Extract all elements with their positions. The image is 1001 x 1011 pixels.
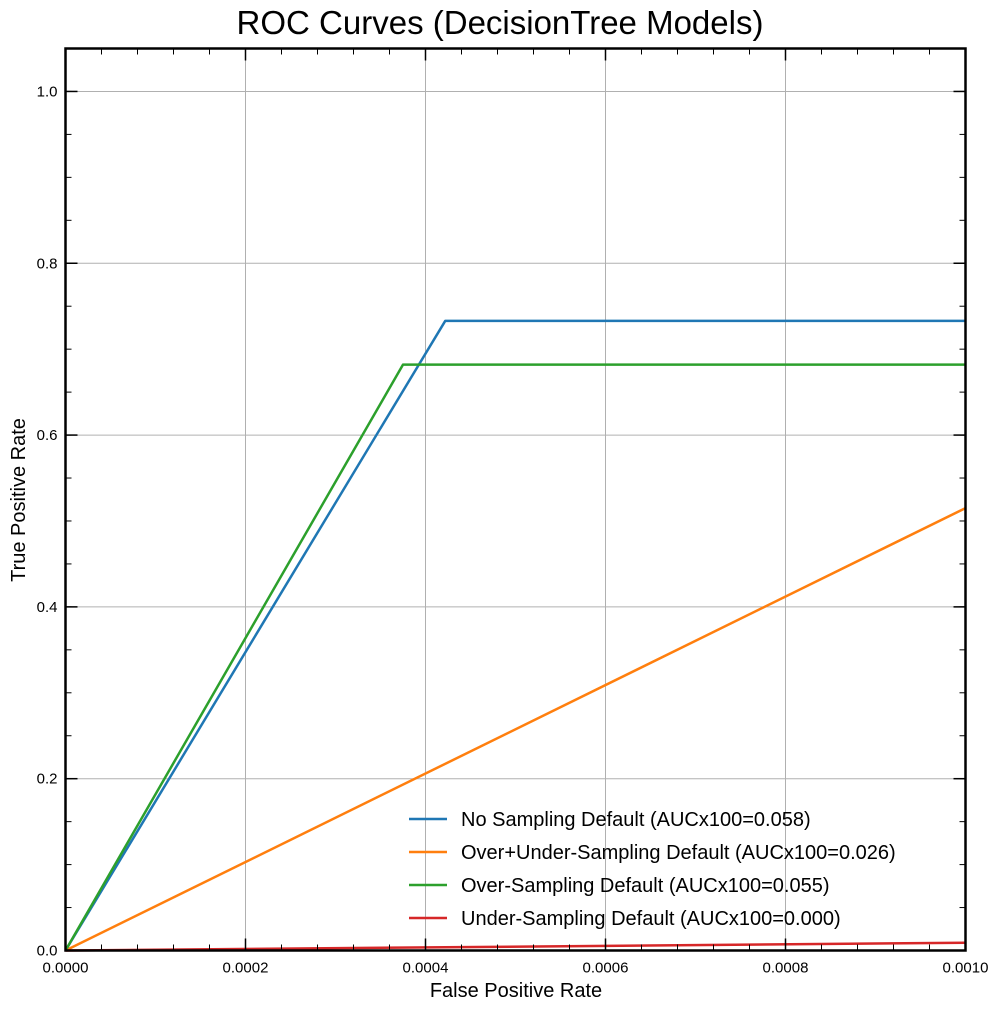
x-tick-label: 0.0008 [763,960,809,977]
y-tick-label: 0.0 [37,943,58,960]
y-tick-label: 0.8 [37,255,58,272]
series-line-1 [64,319,966,952]
chart-title: ROC Curves (DecisionTree Models) [237,4,764,41]
tick-labels: 0.0000 0.0002 0.0004 0.0006 0.0008 0.0010 0.0 0… [37,83,989,976]
x-tick-label: 0.0000 [43,960,89,977]
series-lines [64,319,967,952]
x-axis-label: False Positive Rate [430,980,602,1002]
y-axis-label: True Positive Rate [8,418,30,582]
x-tick-label: 0.0004 [403,960,449,977]
y-tick-label: 0.2 [37,771,58,788]
series-line-2 [64,506,967,952]
legend-label-4: Under-Sampling Default (AUCx100=0.000) [461,908,841,930]
x-tick-label: 0.0006 [583,960,629,977]
x-tick-label: 0.0002 [223,960,269,977]
y-tick-label: 1.0 [37,83,58,100]
series-line-4 [65,941,966,952]
plot-frame [64,47,967,952]
series-line-3 [64,363,966,952]
x-tick-label: 0.0010 [943,960,989,977]
legend: No Sampling Default (AUCx100=0.058) Over+… [409,809,896,930]
legend-label-3: Over-Sampling Default (AUCx100=0.055) [461,875,830,897]
y-tick-label: 0.6 [37,427,58,444]
y-tick-label: 0.4 [37,599,58,616]
grid [65,48,966,951]
legend-label-1: No Sampling Default (AUCx100=0.058) [461,809,811,831]
legend-label-2: Over+Under-Sampling Default (AUCx100=0.0… [461,842,896,864]
